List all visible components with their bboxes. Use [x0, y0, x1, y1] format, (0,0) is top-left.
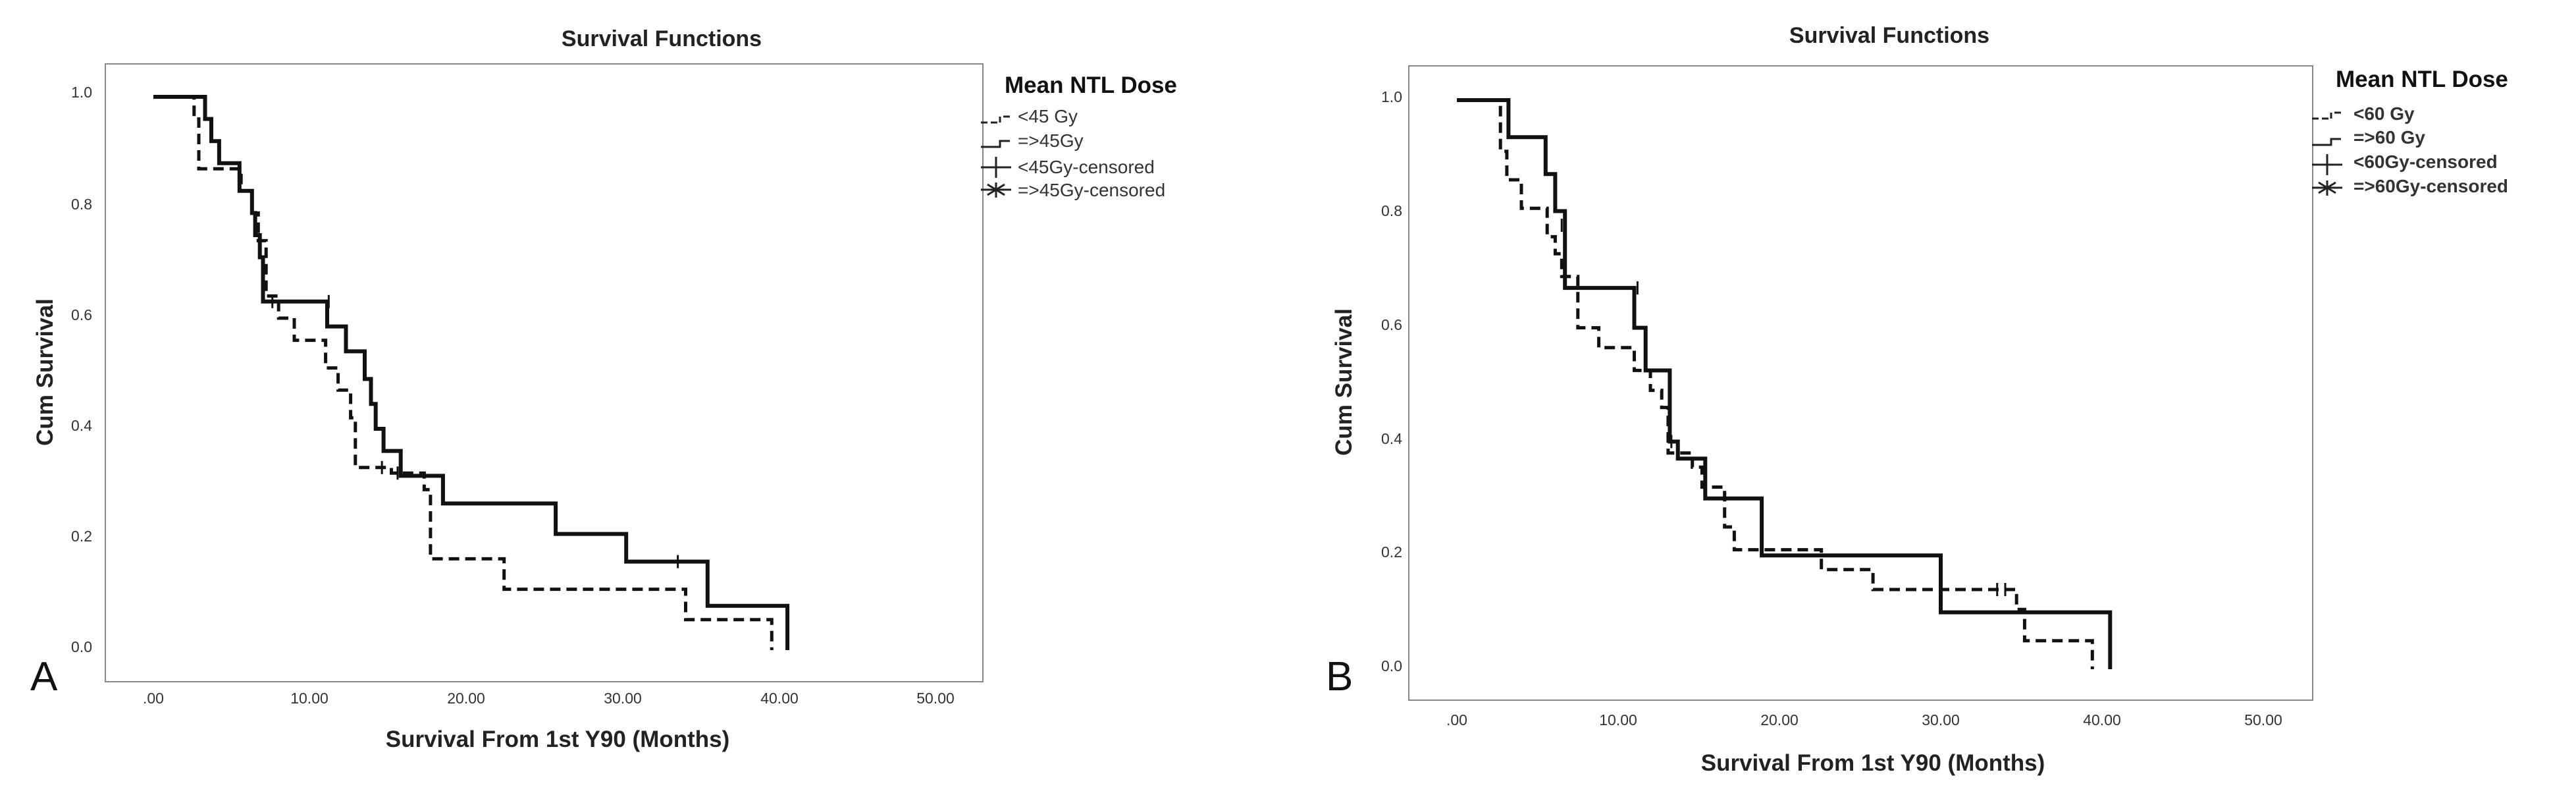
chart-a-y-tick-label: 0.2 — [71, 528, 92, 545]
legend-icon-solid — [2312, 138, 2341, 146]
survival-curve-solid — [153, 95, 790, 650]
chart-a-x-tick-label: 20.00 — [447, 690, 485, 707]
chart-b-legend-entry: =>60Gy-censored — [2353, 176, 2508, 196]
chart-a-y-tick-label: 0.8 — [71, 196, 92, 213]
chart-b-legend-entry: =>60 Gy — [2353, 127, 2425, 148]
chart-a-legend-entry: <45Gy-censored — [1018, 157, 1155, 177]
chart-b-x-tick-label: .00 — [1446, 711, 1467, 728]
chart-b-y-tick-label: 0.4 — [1381, 430, 1402, 447]
chart-a-title: Survival Functions — [562, 26, 762, 51]
survival-curve-solid — [1457, 98, 2113, 669]
chart-a-x-tick-label: 10.00 — [290, 690, 329, 707]
chart-a-panel-label: A — [30, 654, 58, 700]
chart-b-legend-entry: <60 Gy — [2353, 103, 2415, 124]
legend-icon-plus — [981, 157, 1011, 178]
chart-b-x-ticks: .00 10.00 20.00 30.00 40.00 50.00 — [1446, 711, 2282, 728]
chart-b-legend: Mean NTL Dose <60 Gy =>60 Gy <60Gy-censo… — [2312, 67, 2508, 196]
survival-curve-dashed — [153, 95, 774, 650]
chart-a-legend-entry: =>45Gy — [1018, 130, 1084, 151]
chart-a-legend-title: Mean NTL Dose — [1005, 72, 1177, 98]
chart-a-y-tick-label: 0.4 — [71, 417, 92, 434]
chart-b-title: Survival Functions — [1789, 23, 1989, 48]
legend-icon-star — [981, 182, 1011, 198]
chart-b-x-tick-label: 20.00 — [1760, 711, 1799, 728]
chart-b-y-tick-label: 1.0 — [1381, 88, 1402, 105]
chart-b-plot-frame — [1408, 65, 2313, 701]
legend-icon-dashed — [981, 115, 1010, 124]
chart-a-data — [153, 95, 790, 650]
chart-a-legend-entry: <45 Gy — [1018, 106, 1078, 126]
chart-a-y-tick-label: 1.0 — [71, 84, 92, 101]
survival-curve-dashed — [1457, 98, 2094, 669]
chart-a-x-tick-label: 40.00 — [760, 690, 799, 707]
chart-a-x-tick-label: 30.00 — [604, 690, 642, 707]
chart-a-x-ticks: .00 10.00 20.00 30.00 40.00 50.00 — [143, 690, 955, 707]
chart-a-y-ticks: 0.0 0.2 0.4 0.6 0.8 1.0 — [71, 84, 92, 655]
chart-b-y-axis-label: Cum Survival — [1331, 308, 1357, 456]
legend-icon-star — [2312, 180, 2342, 196]
chart-a-y-tick-label: 0.6 — [71, 306, 92, 323]
chart-b-legend-title: Mean NTL Dose — [2336, 67, 2508, 92]
chart-b-y-tick-label: 0.2 — [1381, 543, 1402, 561]
chart-b-x-tick-label: 30.00 — [1922, 711, 1960, 728]
chart-a-x-axis-label: Survival From 1st Y90 (Months) — [386, 727, 730, 752]
chart-b-y-tick-label: 0.8 — [1381, 202, 1402, 219]
chart-a-y-axis-label: Cum Survival — [32, 298, 58, 446]
chart-b-y-tick-label: 0.6 — [1381, 316, 1402, 333]
chart-b: Survival Functions 0.0 0.2 0.4 0.6 0.8 1… — [1326, 23, 2508, 776]
chart-a: Survival Functions 0.0 0.2 0.4 0.6 0.8 1… — [30, 26, 1177, 752]
chart-b-panel-label: B — [1326, 654, 1353, 700]
chart-b-legend-entry: <60Gy-censored — [2353, 151, 2498, 172]
legend-icon-plus — [2312, 154, 2342, 175]
chart-a-legend: Mean NTL Dose <45 Gy =>45Gy <45Gy-censor… — [981, 72, 1177, 200]
legend-icon-solid — [981, 140, 1010, 148]
chart-a-legend-entry: =>45Gy-censored — [1018, 180, 1165, 200]
chart-b-y-ticks: 0.0 0.2 0.4 0.6 0.8 1.0 — [1381, 88, 1402, 674]
legend-icon-dashed — [2312, 111, 2341, 120]
chart-b-x-axis-label: Survival From 1st Y90 (Months) — [1701, 750, 2045, 776]
chart-b-x-tick-label: 10.00 — [1599, 711, 1637, 728]
chart-b-data — [1457, 98, 2113, 669]
chart-b-y-tick-label: 0.0 — [1381, 657, 1402, 674]
chart-b-x-tick-label: 40.00 — [2083, 711, 2121, 728]
chart-a-plot-frame — [105, 63, 984, 682]
chart-a-x-tick-label: .00 — [143, 690, 164, 707]
chart-a-y-tick-label: 0.0 — [71, 638, 92, 655]
chart-a-x-tick-label: 50.00 — [916, 690, 955, 707]
chart-b-x-tick-label: 50.00 — [2244, 711, 2282, 728]
